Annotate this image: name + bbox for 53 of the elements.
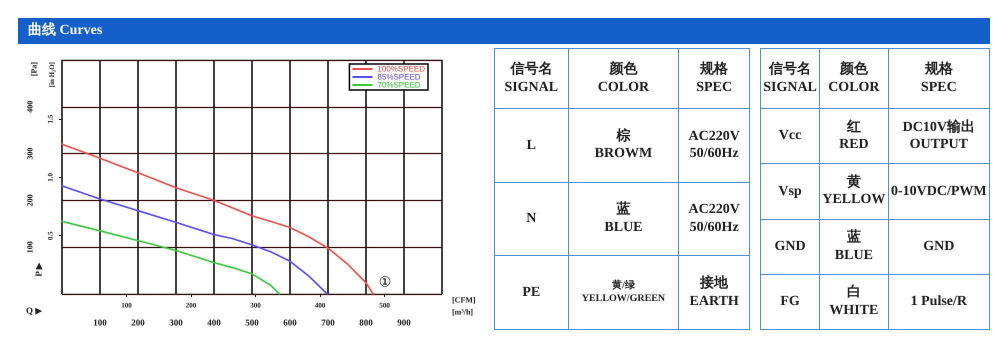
text: FG — [760, 274, 820, 330]
text: GND — [888, 219, 990, 274]
text: 信号名 SIGNAL — [494, 48, 568, 108]
y-tick-label: 400 — [26, 100, 34, 113]
legend-label: 100%SPEED — [377, 64, 426, 74]
text: Vcc — [760, 108, 820, 164]
legend-label: 70%SPEED — [377, 80, 421, 90]
text: 蓝 BLUE — [568, 182, 679, 256]
line-series — [61, 185, 328, 295]
text: 黄 YELLOW — [820, 164, 888, 219]
text: 棕 BROWM — [568, 108, 679, 182]
text: 红 RED — [820, 108, 888, 164]
text: Q ▶ — [26, 306, 42, 316]
text: 颜色 COLOR — [568, 48, 679, 108]
x-tick-label: 600 — [283, 318, 298, 328]
y-tick-label: 200 — [26, 194, 34, 206]
text: 规格 SPEC — [678, 48, 750, 108]
text: 规格 SPEC — [888, 48, 990, 108]
chart-title: 曲线 Curves — [18, 18, 990, 44]
text: PE — [494, 256, 568, 330]
text: N — [494, 182, 568, 256]
line-series — [61, 143, 374, 295]
text: Vsp — [760, 164, 820, 219]
text: DC10V输出 OUTPUT — [888, 108, 990, 164]
text: 蓝 BLUE — [820, 219, 888, 274]
text: 黄/绿 YELLOW/GREEN — [568, 256, 679, 330]
text: 1 Pulse/R — [888, 274, 990, 330]
text: 信号名 SIGNAL — [760, 48, 820, 108]
x-axis-title: [m³/h] — [452, 308, 474, 316]
text: 白 WHITE — [820, 274, 888, 330]
x-tick-label: 300 — [169, 318, 184, 328]
x-tick-label: 500 — [245, 318, 260, 328]
annotation: ① — [378, 274, 392, 290]
x-tick-label: 100 — [93, 318, 108, 328]
text: AC220V 50/60Hz — [678, 108, 750, 182]
y-tick-label: 100 — [26, 241, 34, 254]
x2-axis-title: [CFM] — [452, 296, 476, 304]
x-tick-label: 400 — [207, 318, 222, 328]
text: 接地 EARTH — [678, 256, 750, 330]
y-axis-title: [Pa] — [30, 62, 38, 76]
y-tick-label: 300 — [26, 148, 34, 160]
x-tick-label: 700 — [321, 318, 336, 328]
x-tick-label: 800 — [359, 318, 374, 328]
legend-label: 85%SPEED — [377, 72, 421, 82]
text: 颜色 COLOR — [820, 48, 888, 108]
text: L — [494, 108, 568, 182]
x-tick-label: 200 — [131, 318, 146, 328]
x-tick-label: 900 — [397, 318, 412, 328]
text: AC220V 50/60Hz — [678, 182, 750, 256]
text: GND — [760, 219, 820, 274]
line-series — [61, 220, 280, 295]
text: 0-10VDC/PWM — [888, 164, 990, 219]
text: P ▶ — [34, 262, 44, 277]
